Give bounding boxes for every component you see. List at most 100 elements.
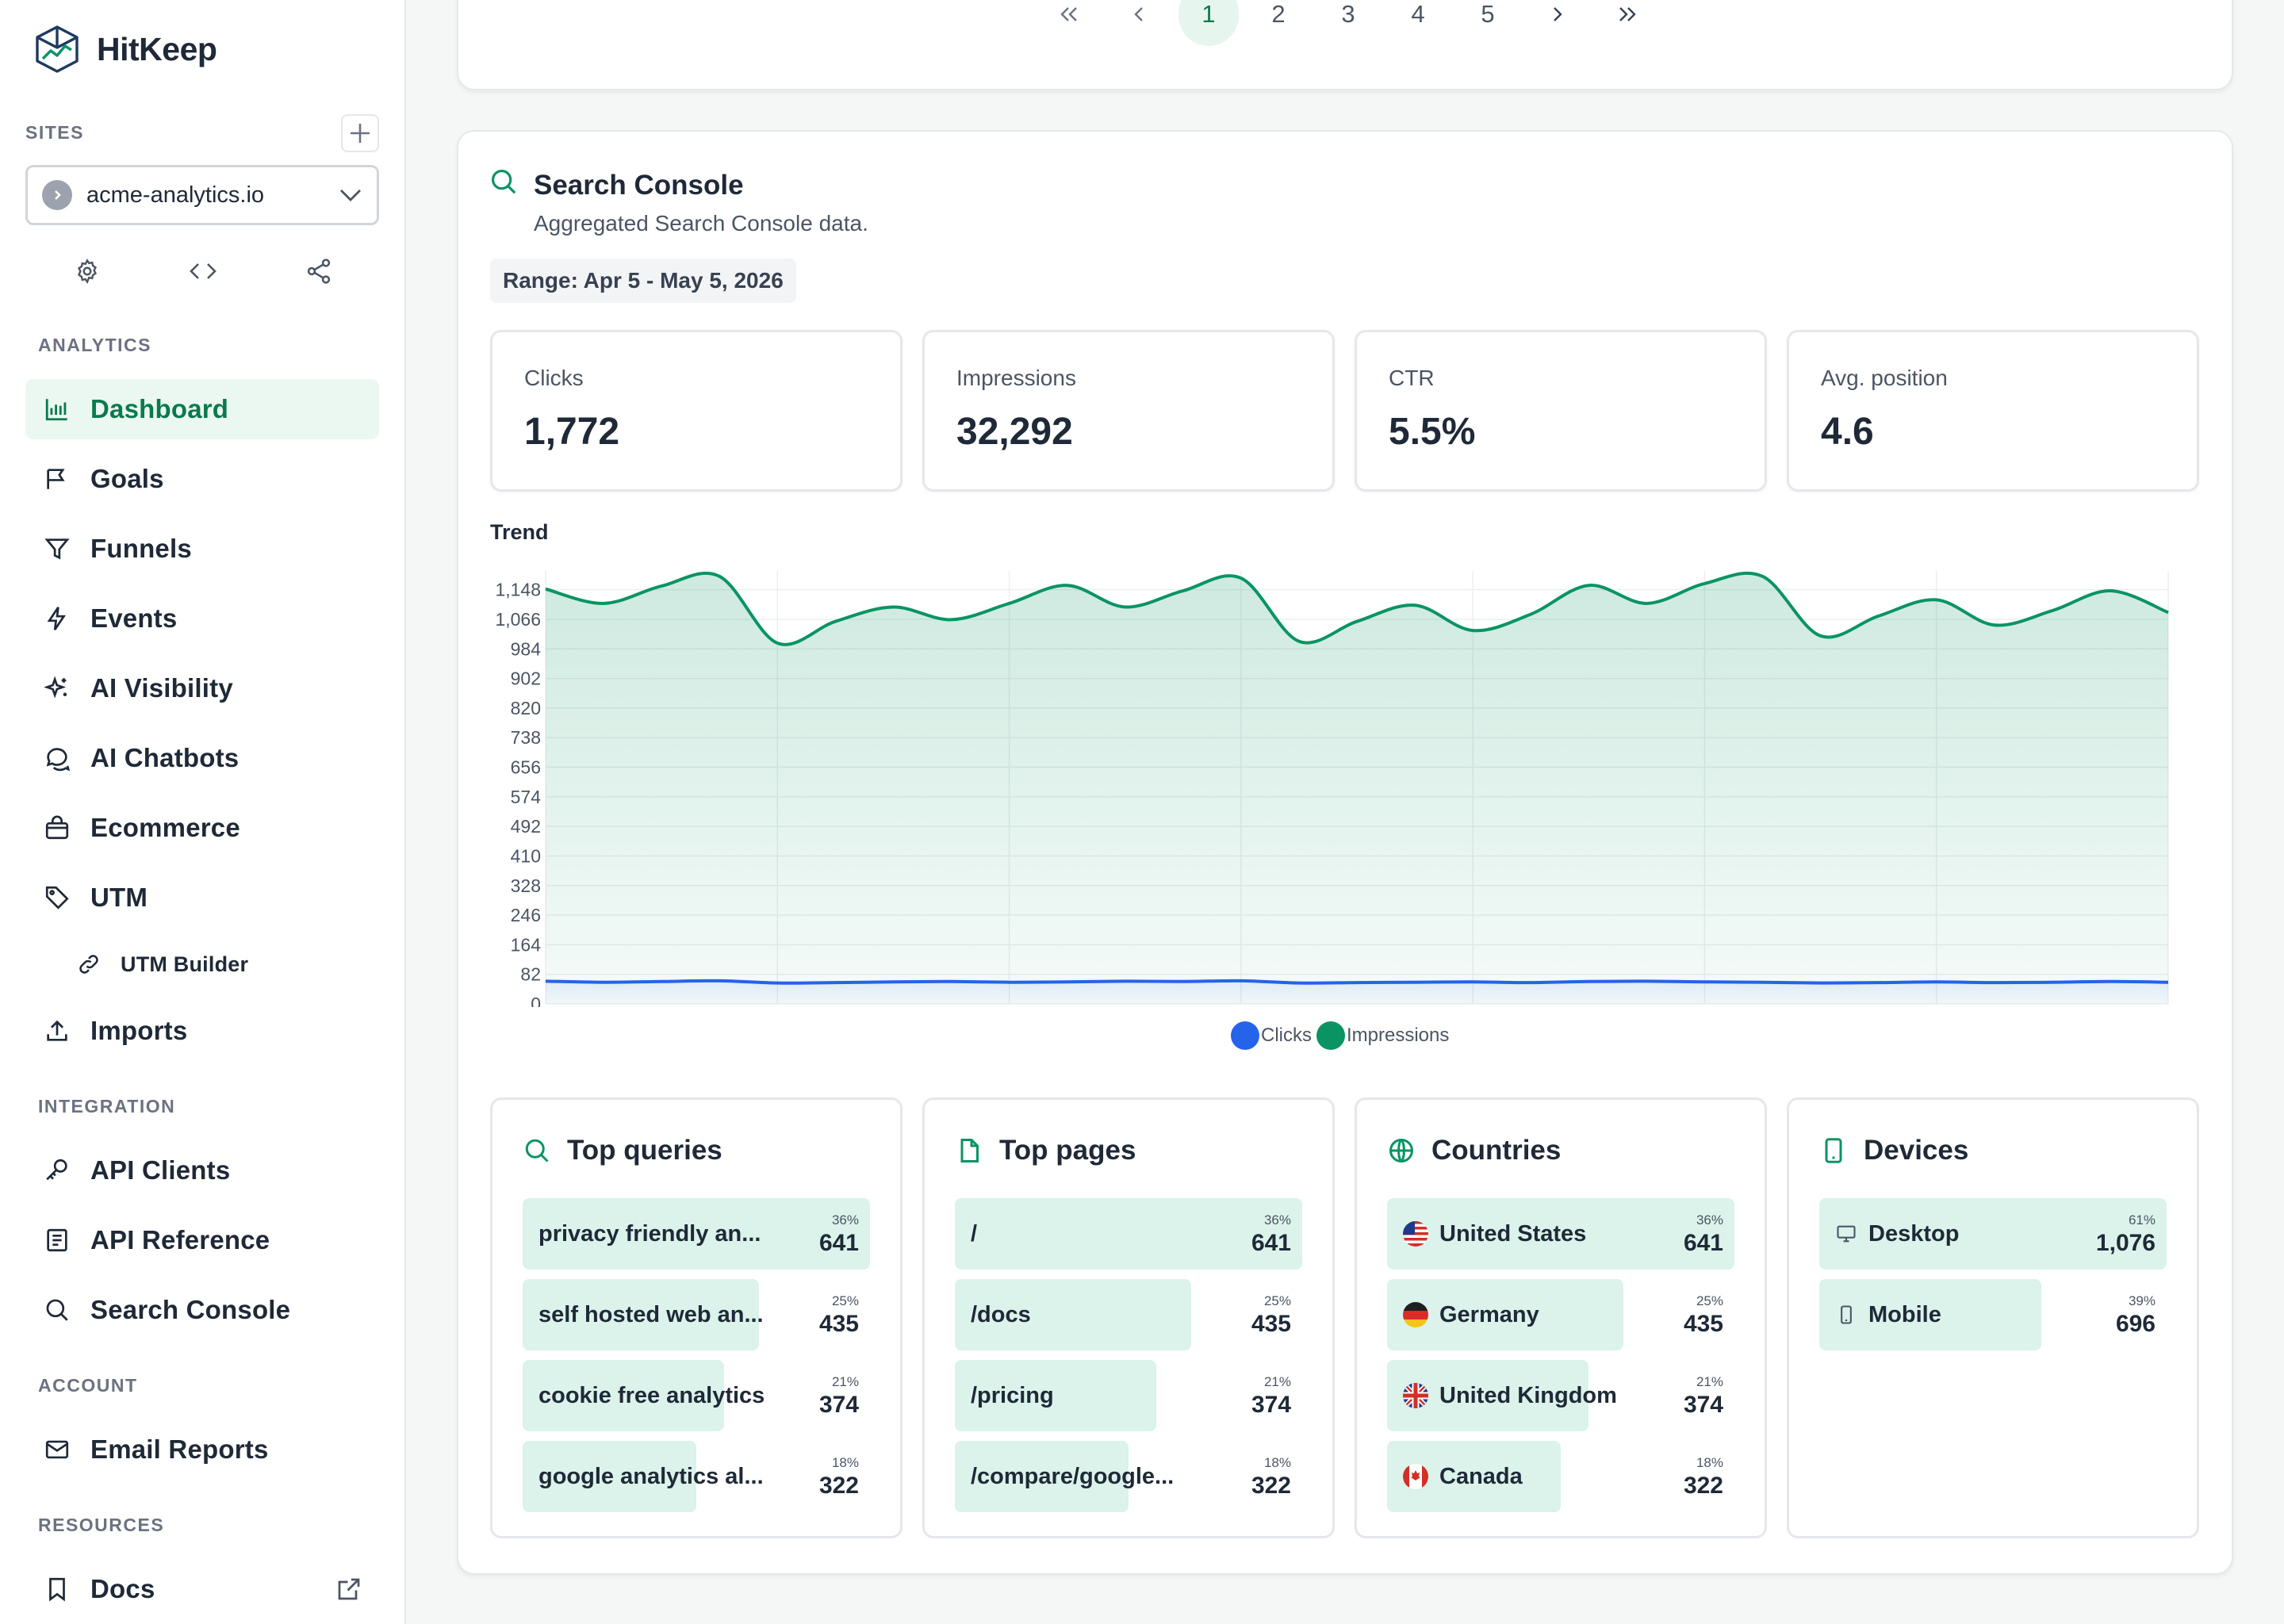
- page-button[interactable]: 1: [1178, 0, 1239, 46]
- nav-funnels[interactable]: Funnels: [25, 519, 379, 579]
- y-tick-label: 1,148: [495, 580, 541, 600]
- nav-label: Goals: [90, 464, 164, 493]
- nav-ai-chatbots[interactable]: AI Chatbots: [25, 728, 379, 788]
- nav-dashboard[interactable]: Dashboard: [25, 379, 379, 439]
- breakdown-row[interactable]: privacy friendly an... 36% 641: [523, 1198, 870, 1270]
- nav-ai-visibility[interactable]: AI Visibility: [25, 658, 379, 718]
- nav-ecommerce[interactable]: Ecommerce: [25, 798, 379, 858]
- upload-icon: [43, 1017, 71, 1045]
- legend-clicks[interactable]: Clicks: [1231, 1021, 1312, 1050]
- nav-label: UTM Builder: [121, 952, 249, 976]
- prev-page-button[interactable]: [1109, 0, 1169, 46]
- y-tick-label: 984: [511, 638, 542, 659]
- row-value: 374: [818, 1392, 859, 1418]
- share-bar: [1819, 1279, 2042, 1350]
- pagination: 1 2 3 4 5: [1039, 0, 1667, 46]
- funnel-icon: [43, 534, 71, 563]
- nav-goals[interactable]: Goals: [25, 449, 379, 509]
- external-link-icon: [335, 1575, 363, 1603]
- nav-api-reference[interactable]: API Reference: [25, 1210, 379, 1270]
- breakdown-row[interactable]: Mobile 39% 696: [1819, 1279, 2167, 1350]
- row-value: 435: [1683, 1311, 1723, 1337]
- row-label-group: United Kingdom: [1403, 1360, 1617, 1431]
- next-page-button[interactable]: [1527, 0, 1588, 46]
- row-percent: 36%: [831, 1212, 859, 1228]
- page-button[interactable]: 5: [1481, 0, 1495, 28]
- row-label: United States: [1439, 1220, 1587, 1247]
- code-icon[interactable]: [187, 255, 219, 287]
- page-button[interactable]: 3: [1341, 0, 1355, 28]
- metric-value: 32,292: [956, 411, 1073, 453]
- monitor-icon: [1835, 1223, 1857, 1245]
- metric-value: 5.5%: [1389, 411, 1476, 453]
- site-selector[interactable]: acme-analytics.io: [25, 165, 379, 225]
- sidebar: HitKeep SITES acme-analytics.io ANALYTIC…: [0, 0, 406, 1624]
- breakdown-row[interactable]: Germany 25% 435: [1387, 1279, 1734, 1350]
- row-value: 435: [818, 1311, 859, 1337]
- y-tick-label: 492: [511, 816, 541, 837]
- share-bar: [1819, 1198, 2167, 1270]
- metric-label: Impressions: [956, 366, 1076, 390]
- nav-search-console[interactable]: Search Console: [25, 1280, 379, 1340]
- legend-label: Impressions: [1347, 1025, 1450, 1046]
- metric-card-ctr: CTR 5.5%: [1355, 330, 1767, 492]
- brand[interactable]: HitKeep: [33, 24, 217, 75]
- row-percent: 36%: [1263, 1212, 1291, 1228]
- breakdown-row[interactable]: cookie free analytics 21% 374: [523, 1360, 870, 1431]
- nav-label: Imports: [90, 1016, 188, 1045]
- first-page-button[interactable]: [1039, 0, 1099, 46]
- nav-utm-builder[interactable]: UTM Builder: [25, 934, 379, 994]
- breakdown-row[interactable]: / 36% 641: [955, 1198, 1302, 1270]
- breakdown-row[interactable]: /compare/google... 18% 322: [955, 1441, 1302, 1512]
- row-label: Desktop: [1868, 1220, 1960, 1247]
- y-tick-label: 1,066: [495, 609, 541, 630]
- bar-chart-icon: [43, 395, 71, 423]
- last-page-button[interactable]: [1597, 0, 1657, 46]
- breakdown-row[interactable]: United Kingdom 21% 374: [1387, 1360, 1734, 1431]
- analytics-section-label: ANALYTICS: [38, 335, 151, 355]
- chevron-down-icon: [339, 187, 362, 203]
- nav-email-reports[interactable]: Email Reports: [25, 1419, 379, 1480]
- nav-events[interactable]: Events: [25, 588, 379, 649]
- impressions-area: [546, 573, 2168, 1004]
- breakdown-row[interactable]: self hosted web an... 25% 435: [523, 1279, 870, 1350]
- row-label: self hosted web an...: [538, 1301, 764, 1327]
- breakdown-row[interactable]: google analytics al... 18% 322: [523, 1441, 870, 1512]
- breakdown-row[interactable]: Desktop 61% 1,076: [1819, 1198, 2167, 1270]
- page-button[interactable]: 2: [1271, 0, 1286, 28]
- y-tick-label: 164: [511, 934, 542, 955]
- row-label: Germany: [1439, 1301, 1539, 1327]
- lightning-icon: [43, 604, 71, 633]
- countries-panel: Countries United States 36% 641 Germany 25% 4…: [1355, 1097, 1767, 1538]
- brand-name: HitKeep: [97, 30, 217, 67]
- sites-section-label: SITES: [25, 122, 84, 143]
- row-value: 374: [1683, 1392, 1723, 1418]
- row-label: /compare/google...: [971, 1463, 1175, 1489]
- panel-title: Devices: [1864, 1135, 1969, 1166]
- settings-gear-icon[interactable]: [71, 255, 103, 287]
- search-icon: [523, 1136, 551, 1165]
- nav-docs[interactable]: Docs: [25, 1559, 379, 1619]
- legend-impressions[interactable]: Impressions: [1316, 1021, 1449, 1050]
- clicks-area: [546, 980, 2168, 1004]
- add-site-button[interactable]: [341, 114, 379, 152]
- nav-label: Funnels: [90, 534, 192, 563]
- row-label-group: /docs: [971, 1279, 1031, 1350]
- nav-imports[interactable]: Imports: [25, 1001, 379, 1061]
- y-tick-label: 410: [511, 845, 541, 866]
- row-percent: 39%: [2128, 1293, 2156, 1308]
- trend-label: Trend: [490, 520, 549, 544]
- legend-dot: [1231, 1021, 1259, 1050]
- share-bar: [1387, 1198, 1734, 1270]
- row-label-group: privacy friendly an...: [538, 1198, 761, 1270]
- breakdown-row[interactable]: /docs 25% 435: [955, 1279, 1302, 1350]
- breakdown-row[interactable]: /pricing 21% 374: [955, 1360, 1302, 1431]
- breakdown-row[interactable]: United States 36% 641: [1387, 1198, 1734, 1270]
- page-button[interactable]: 4: [1411, 0, 1425, 28]
- share-icon[interactable]: [303, 255, 335, 287]
- nav-utm[interactable]: UTM: [25, 868, 379, 928]
- row-value: 435: [1251, 1311, 1291, 1337]
- breakdown-row[interactable]: Canada 18% 322: [1387, 1441, 1734, 1512]
- nav-api-clients[interactable]: API Clients: [25, 1140, 379, 1201]
- account-section-label: ACCOUNT: [38, 1375, 138, 1396]
